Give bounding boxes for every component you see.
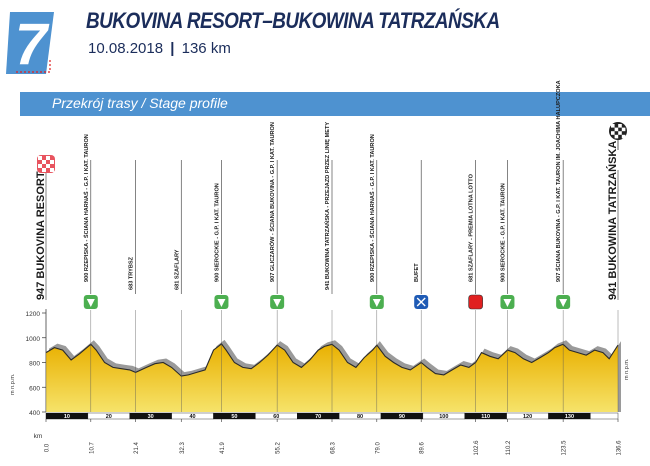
kom-triangle-icon xyxy=(559,299,568,307)
km-stripe-label: 90 xyxy=(399,414,405,420)
finish-flag-square xyxy=(618,124,622,128)
start-flag-square xyxy=(46,156,50,160)
km-stripe-segment xyxy=(590,412,619,420)
x-tick-label: 110.2 xyxy=(506,440,512,455)
km-stripe-label: 20 xyxy=(106,414,112,420)
kom-triangle-icon xyxy=(217,299,226,307)
stage-number-badge: 7 xyxy=(6,12,54,77)
x-tick-label: 32.3 xyxy=(180,442,186,454)
start-flag-square xyxy=(50,168,54,172)
km-stripe-label: 40 xyxy=(189,414,195,420)
finish-flag-square xyxy=(621,134,626,139)
y-axis-unit-right: m n.p.m. xyxy=(624,358,630,380)
route-point-label: 941 BUKOWINA TATRZAŃSKA - PRZEJAZD PRZEZ… xyxy=(323,122,331,290)
kom-triangle-icon xyxy=(503,299,512,307)
x-tick-label: 0.0 xyxy=(45,443,51,452)
stage-subtitle: 10.08.2018 | 136 km xyxy=(88,40,231,57)
km-stripe-label: 100 xyxy=(439,414,448,420)
stage-distance: 136 xyxy=(181,40,207,57)
x-tick-label: 89.6 xyxy=(420,442,426,454)
section-banner xyxy=(20,92,650,116)
x-tick-label: 21.4 xyxy=(134,442,140,454)
route-point-label: 681 SZAFLARY xyxy=(174,249,180,290)
distance-unit: km xyxy=(210,40,231,57)
route-point-label: 900 RZEPISKA - ŚCIANA HARNAŚ - G.P. I KA… xyxy=(83,134,90,282)
km-stripe-label: 80 xyxy=(357,414,363,420)
y-tick-label: 1000 xyxy=(26,336,41,343)
km-stripe-label: 120 xyxy=(523,414,532,420)
endpoint-label: 941 BUKOWINA TATRZAŃSKA xyxy=(606,141,619,300)
finish-flag-square xyxy=(611,131,615,135)
finish-flag-square xyxy=(621,127,626,132)
start-flag-square xyxy=(46,164,50,168)
x-tick-label: 41.9 xyxy=(220,442,226,454)
kom-triangle-icon xyxy=(372,299,381,307)
x-axis-unit: km xyxy=(34,433,43,440)
km-stripe-label: 70 xyxy=(315,414,321,420)
route-point-label: BUFET xyxy=(414,263,420,282)
start-flag-square xyxy=(50,160,54,164)
sprint-marker-icon xyxy=(468,294,483,310)
route-point-label: 907 ŚCIANA BUKOVINA - G.P. I KAT. TAURON… xyxy=(555,80,562,282)
route-point-label: 900 SIEROCKIE - G.P. I KAT. TAURON xyxy=(214,183,220,282)
x-tick-label: 55.2 xyxy=(276,442,282,454)
km-stripe-label: 30 xyxy=(148,414,154,420)
x-tick-label: 79.0 xyxy=(375,442,381,454)
finish-flag-square xyxy=(618,131,622,135)
y-tick-label: 1200 xyxy=(26,311,41,318)
x-tick-label: 123.5 xyxy=(562,440,568,456)
start-flag-square xyxy=(38,164,42,168)
x-tick-label: 136.6 xyxy=(617,440,623,456)
km-stripe-label: 50 xyxy=(231,414,237,420)
start-flag-square xyxy=(42,168,46,172)
finish-flag-square xyxy=(614,127,619,132)
route-point-label: 907 GLICZARÓW - ŚCIANA BUKOVINA - G.P. I… xyxy=(268,122,276,282)
x-tick-label: 10.7 xyxy=(89,442,95,454)
y-tick-label: 600 xyxy=(29,385,40,392)
start-flag-square xyxy=(42,160,46,164)
start-flag-square xyxy=(38,156,42,160)
feed-cross-icon xyxy=(416,297,426,307)
subtitle-separator: | xyxy=(170,40,175,57)
banner-label: Przekrój trasy / Stage profile xyxy=(52,95,228,111)
kom-triangle-icon xyxy=(273,299,282,307)
profile-line xyxy=(45,343,619,377)
finish-flag-square xyxy=(611,124,615,128)
finish-flag-square xyxy=(614,134,619,139)
endpoint-label: 947 BUKOVINA RESORT xyxy=(35,171,47,300)
stage-title: BUKOVINA RESORT–BUKOWINA TATRZAŃSKA xyxy=(86,8,500,33)
y-axis-unit-left: m n.p.m. xyxy=(10,373,16,395)
y-tick-label: 400 xyxy=(29,410,40,417)
stage-number: 7 xyxy=(15,12,50,77)
x-tick-label: 102.6 xyxy=(474,440,480,456)
route-point-label: 900 SIEROCKIE - G.P. I KAT. TAURON xyxy=(500,183,506,282)
km-stripe-label: 130 xyxy=(565,414,574,420)
route-point-label: 683 TRYBSZ xyxy=(129,256,135,290)
route-point-label: 900 RZEPISKA - ŚCIANA HARNAŚ - G.P. I KA… xyxy=(369,134,376,282)
km-stripe-label: 10 xyxy=(64,414,70,420)
stage-date: 10.08.2018 xyxy=(88,40,164,57)
km-stripe-label: 110 xyxy=(481,414,490,420)
route-point-label: 681 SZAFLARY - PREMIA LOTNA LOTTO xyxy=(469,173,475,282)
kom-triangle-icon xyxy=(86,299,95,307)
y-tick-label: 800 xyxy=(29,361,40,368)
km-stripe-label: 60 xyxy=(273,414,279,420)
x-tick-label: 68.3 xyxy=(331,442,337,454)
